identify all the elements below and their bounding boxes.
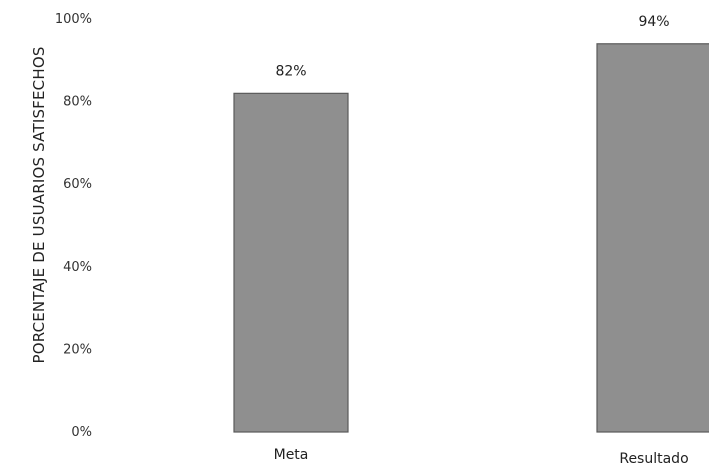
bars (233, 43, 709, 433)
y-tick-label: 80% (63, 95, 92, 110)
y-tick-labels: 0% 20% 40% 60% 80% 100% (55, 12, 92, 440)
y-tick-label: 40% (63, 260, 92, 275)
data-label-meta: 82% (275, 63, 306, 79)
y-axis-title-group: PORCENTAJE DE USUARIOS SATISFECHOS (30, 46, 48, 363)
category-label-meta: Meta (274, 447, 309, 463)
y-tick-label: 20% (63, 342, 92, 357)
data-labels: 82% 94% (275, 14, 669, 80)
category-labels: Meta Resultado (274, 447, 689, 467)
bar-meta (233, 92, 349, 433)
category-label-resultado: Resultado (619, 451, 688, 467)
y-tick-label: 0% (71, 425, 92, 440)
data-label-resultado: 94% (638, 14, 669, 30)
y-tick-label: 60% (63, 177, 92, 192)
y-tick-label: 100% (55, 12, 92, 27)
y-axis-title: PORCENTAJE DE USUARIOS SATISFECHOS (30, 46, 48, 363)
bar-resultado (596, 43, 709, 433)
